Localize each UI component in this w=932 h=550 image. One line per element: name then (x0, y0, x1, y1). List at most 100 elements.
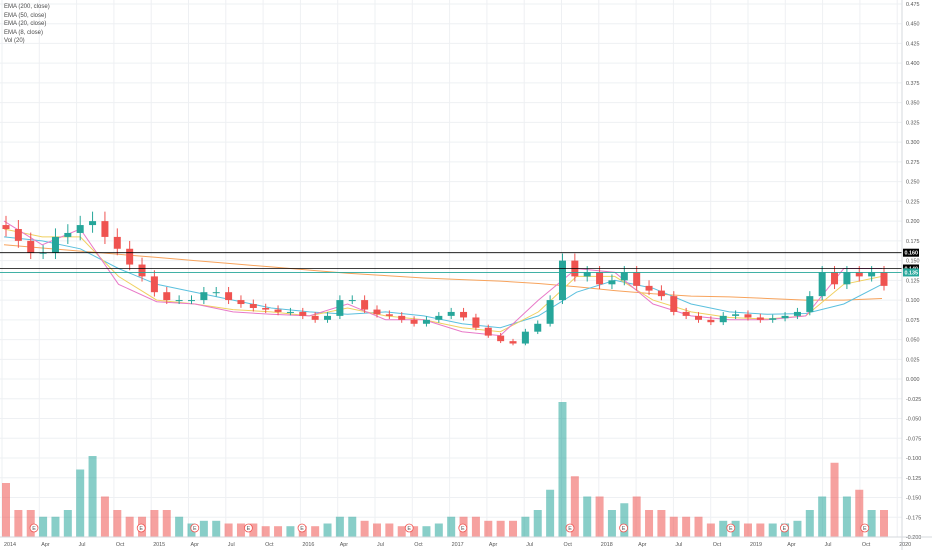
candle-body[interactable] (583, 272, 591, 277)
candle-body[interactable] (682, 311, 690, 316)
candle-body[interactable] (806, 296, 814, 312)
candle-body[interactable] (27, 240, 35, 253)
candle-body[interactable] (348, 300, 356, 302)
candle-body[interactable] (521, 331, 529, 344)
candle-body[interactable] (447, 311, 455, 316)
candle-body[interactable] (14, 229, 22, 241)
volume-bar (583, 496, 592, 537)
legend-ema8[interactable]: EMA (8, close) (4, 29, 44, 36)
candle-body[interactable] (769, 318, 777, 320)
candle-body[interactable] (324, 315, 332, 320)
candle-body[interactable] (744, 314, 752, 318)
y-tick-label: 0.300 (906, 140, 920, 146)
candle-body[interactable] (64, 232, 72, 237)
candle-body[interactable] (299, 311, 307, 316)
earnings-marker[interactable]: E (458, 523, 468, 533)
candle-body[interactable] (373, 309, 381, 315)
x-tick-label: Jul (675, 542, 682, 548)
candle-body[interactable] (187, 300, 195, 302)
candle-body[interactable] (460, 311, 468, 318)
candle-body[interactable] (620, 272, 628, 281)
earnings-marker[interactable]: E (619, 523, 628, 533)
earnings-marker[interactable]: E (243, 523, 253, 533)
candle-body[interactable] (781, 315, 789, 319)
candle-body[interactable] (657, 290, 665, 297)
candle-body[interactable] (831, 272, 839, 285)
candle-body[interactable] (126, 248, 134, 265)
candle-body[interactable] (385, 314, 393, 316)
candle-body[interactable] (633, 272, 641, 286)
candle-body[interactable] (150, 276, 158, 293)
volume-bar (397, 526, 406, 537)
earnings-circle (860, 523, 870, 533)
candle-body[interactable] (880, 272, 888, 286)
candle-body[interactable] (707, 319, 715, 323)
earnings-circle (565, 523, 575, 533)
candle-body[interactable] (855, 272, 863, 277)
earnings-marker[interactable]: E (726, 523, 736, 533)
candle-body[interactable] (361, 300, 369, 310)
candle-body[interactable] (89, 221, 97, 226)
candle-body[interactable] (546, 300, 554, 324)
earnings-marker[interactable]: E (29, 523, 39, 533)
legend-ema200[interactable]: EMA (200, close) (4, 4, 50, 10)
candle-body[interactable] (756, 317, 764, 320)
candle-body[interactable] (286, 311, 294, 313)
candle-body[interactable] (2, 225, 10, 230)
y-tick-label: 0.025 (906, 357, 920, 363)
candle-body[interactable] (274, 309, 282, 312)
candle-body[interactable] (793, 311, 801, 316)
candle-body[interactable] (51, 236, 59, 253)
candle-body[interactable] (843, 272, 851, 285)
candle-body[interactable] (497, 335, 505, 342)
legend-ema20[interactable]: EMA (20, close) (4, 21, 47, 28)
candle-body[interactable] (101, 221, 109, 237)
legend-ema50[interactable]: EMA (50, close) (4, 12, 47, 19)
earnings-marker[interactable]: E (404, 523, 414, 533)
candle-body[interactable] (422, 319, 430, 324)
candle-body[interactable] (410, 319, 418, 324)
candle-body[interactable] (39, 252, 47, 254)
candle-body[interactable] (262, 307, 270, 310)
candle-body[interactable] (113, 236, 121, 249)
candle-body[interactable] (237, 300, 245, 305)
candle-body[interactable] (200, 292, 208, 301)
candle-body[interactable] (398, 315, 406, 320)
earnings-marker[interactable]: E (136, 523, 146, 533)
earnings-marker[interactable]: E (190, 523, 200, 533)
candle-body[interactable] (225, 292, 233, 301)
candle-body[interactable] (719, 315, 727, 323)
candle-body[interactable] (138, 264, 146, 277)
candle-body[interactable] (818, 272, 826, 297)
candle-body[interactable] (645, 285, 653, 291)
candle-body[interactable] (695, 315, 703, 320)
candle-body[interactable] (435, 315, 443, 320)
candle-body[interactable] (608, 280, 616, 285)
earnings-marker[interactable]: E (297, 523, 307, 533)
volume-bar (620, 503, 629, 537)
candle-body[interactable] (732, 314, 740, 316)
candle-body[interactable] (212, 292, 220, 294)
candle-body[interactable] (868, 272, 876, 277)
earnings-marker[interactable]: E (860, 523, 870, 533)
earnings-marker[interactable]: E (565, 523, 575, 533)
candle-body[interactable] (336, 300, 344, 316)
candle-body[interactable] (596, 272, 604, 285)
candle-body[interactable] (472, 317, 480, 328)
candle-body[interactable] (484, 327, 492, 336)
volume-bar (632, 496, 641, 537)
earnings-marker[interactable]: E (780, 523, 789, 533)
candle-body[interactable] (670, 296, 678, 312)
candle-body[interactable] (76, 225, 84, 233)
candle-body[interactable] (534, 323, 542, 332)
candle-body[interactable] (249, 304, 257, 308)
legend-volume[interactable]: Vol (20) (4, 38, 25, 45)
candle-body[interactable] (558, 260, 566, 301)
candle-body[interactable] (175, 300, 183, 302)
candle-body[interactable] (163, 292, 171, 301)
candle-body[interactable] (311, 315, 319, 320)
candle-body[interactable] (509, 341, 517, 344)
